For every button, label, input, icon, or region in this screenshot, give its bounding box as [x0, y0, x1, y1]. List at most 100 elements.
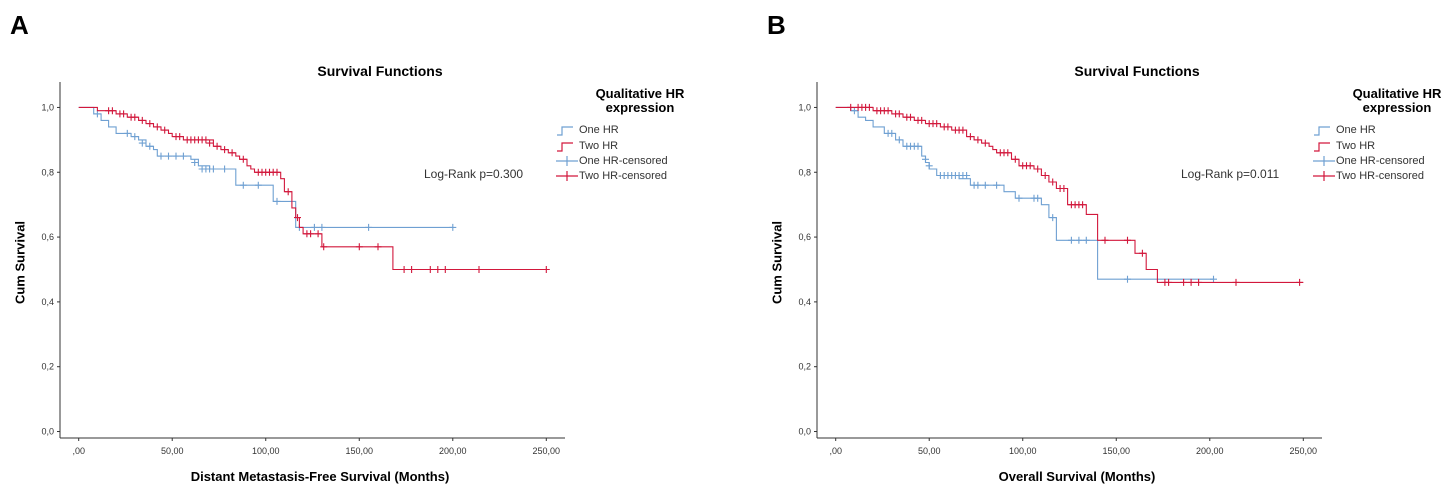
- x-tick-label: 100,00: [1009, 446, 1037, 456]
- censor-mark-one-hr: [1124, 275, 1131, 283]
- censor-mark-two-hr: [161, 126, 169, 134]
- censor-mark-one-hr: [209, 165, 217, 173]
- censor-mark-two-hr: [1011, 155, 1019, 163]
- panel-b: B Survival Functions Cum Survival Overal…: [757, 0, 1441, 484]
- censor-mark-one-hr: [1075, 236, 1083, 244]
- censor-mark-one-hr: [318, 223, 326, 231]
- censor-mark-two-hr: [907, 113, 914, 121]
- censor-mark-two-hr: [1049, 178, 1057, 186]
- censor-mark-two-hr: [314, 230, 322, 238]
- legend-step-symbol: [557, 126, 573, 136]
- y-tick-label: 0,2: [41, 362, 54, 372]
- x-tick-label: 100,00: [252, 446, 280, 456]
- censor-mark-two-hr: [542, 266, 550, 273]
- censor-mark-two-hr: [213, 142, 221, 150]
- legend-label: Two HR-censored: [579, 170, 668, 183]
- censor-mark-two-hr: [221, 146, 229, 154]
- censor-mark-one-hr: [888, 129, 896, 137]
- censor-mark-two-hr: [400, 266, 408, 273]
- censor-mark-two-hr: [1026, 162, 1034, 170]
- censor-mark-one-hr: [1015, 194, 1023, 202]
- censor-mark-one-hr: [914, 142, 922, 150]
- censor-mark-two-hr: [120, 110, 128, 118]
- legend-label: One HR: [579, 124, 619, 137]
- censor-mark-one-hr: [157, 152, 165, 160]
- legend-item-one-hr: One HR: [1312, 124, 1376, 138]
- legend-label: Two HR: [579, 140, 619, 153]
- legend-label: Two HR: [1336, 140, 1376, 153]
- y-tick-label: 0,4: [41, 297, 54, 307]
- log-rank-annotation: Log-Rank p=0.300: [424, 167, 524, 181]
- x-axis-label: Distant Metastasis-Free Survival (Months…: [190, 469, 450, 484]
- y-tick-label: 0,2: [798, 362, 811, 372]
- censor-mark-two-hr: [441, 266, 449, 273]
- censor-mark-one-hr: [254, 181, 262, 189]
- censor-mark-two-hr: [1060, 185, 1068, 192]
- censor-mark-one-hr: [239, 181, 247, 189]
- censor-mark-one-hr: [993, 181, 1001, 189]
- censor-mark-two-hr: [320, 243, 328, 251]
- censor-mark-two-hr: [1232, 278, 1240, 286]
- chart-title: Survival Functions: [317, 63, 443, 79]
- censor-mark-one-hr: [974, 181, 982, 189]
- censor-mark-two-hr: [1034, 165, 1042, 173]
- censor-mark-two-hr: [974, 136, 982, 144]
- x-tick-label: 250,00: [1290, 446, 1318, 456]
- panel-letter: B: [767, 10, 786, 40]
- censor-mark-one-hr: [1034, 194, 1042, 202]
- censor-mark-two-hr: [239, 155, 247, 163]
- censor-mark-one-hr: [1067, 236, 1075, 244]
- censor-mark-two-hr: [865, 103, 873, 111]
- censor-mark-one-hr: [123, 129, 131, 137]
- censor-mark-two-hr: [146, 120, 154, 128]
- survival-curve-two-hr: [78, 106, 547, 271]
- censor-mark-two-hr: [1187, 278, 1195, 286]
- y-tick-label: 0,4: [798, 297, 811, 307]
- x-tick-label: ,00: [72, 446, 85, 456]
- censor-mark-one-hr: [146, 142, 154, 150]
- chart-title: Survival Functions: [1074, 63, 1200, 79]
- survival-curve-two-hr: [835, 106, 1304, 283]
- y-tick-label: 0,0: [41, 427, 54, 437]
- x-tick-label: 200,00: [1196, 446, 1224, 456]
- legend-censor-symbol: [1313, 156, 1335, 167]
- x-axis-label: Overall Survival (Months): [998, 469, 1156, 484]
- censor-mark-two-hr: [284, 188, 292, 196]
- censor-mark-two-hr: [884, 107, 892, 115]
- censor-mark-two-hr: [959, 126, 967, 134]
- censor-mark-two-hr: [131, 113, 139, 121]
- legend-step-symbol: [1314, 142, 1330, 152]
- censor-mark-two-hr: [1165, 278, 1173, 286]
- censor-mark-two-hr: [1079, 201, 1087, 209]
- censor-mark-one-hr: [925, 162, 933, 170]
- censor-mark-two-hr: [1195, 278, 1203, 286]
- censor-mark-two-hr: [1101, 236, 1109, 244]
- censor-mark-two-hr: [273, 168, 281, 176]
- censor-mark-one-hr: [93, 110, 101, 118]
- legend-label: One HR-censored: [579, 155, 668, 168]
- legend-step-symbol: [557, 142, 573, 152]
- censor-mark-two-hr: [847, 103, 855, 111]
- censor-mark-one-hr: [131, 133, 139, 141]
- censor-mark-one-hr: [221, 165, 229, 173]
- log-rank-annotation: Log-Rank p=0.011: [1181, 167, 1280, 181]
- x-tick-label: 250,00: [533, 446, 561, 456]
- censor-mark-two-hr: [944, 123, 952, 131]
- censor-mark-one-hr: [922, 155, 929, 163]
- survival-curve-one-hr: [78, 106, 453, 228]
- x-tick-label: 200,00: [439, 446, 467, 456]
- censor-mark-two-hr: [176, 133, 184, 141]
- censor-mark-one-hr: [273, 197, 281, 205]
- censor-mark-two-hr: [475, 266, 483, 273]
- censor-mark-two-hr: [307, 230, 315, 238]
- censor-mark-two-hr: [966, 133, 974, 141]
- censor-mark-two-hr: [918, 116, 926, 124]
- censor-mark-two-hr: [1138, 249, 1146, 257]
- legend-item-one-hr: One HR: [555, 124, 619, 138]
- censor-mark-one-hr: [191, 159, 199, 166]
- censor-mark-two-hr: [1004, 149, 1012, 157]
- censor-mark-one-hr: [165, 152, 172, 160]
- legend-step-symbol: [1314, 126, 1330, 136]
- legend-item-two-hr-censored: Two HR-censored: [555, 170, 667, 184]
- censor-mark-two-hr: [981, 139, 989, 147]
